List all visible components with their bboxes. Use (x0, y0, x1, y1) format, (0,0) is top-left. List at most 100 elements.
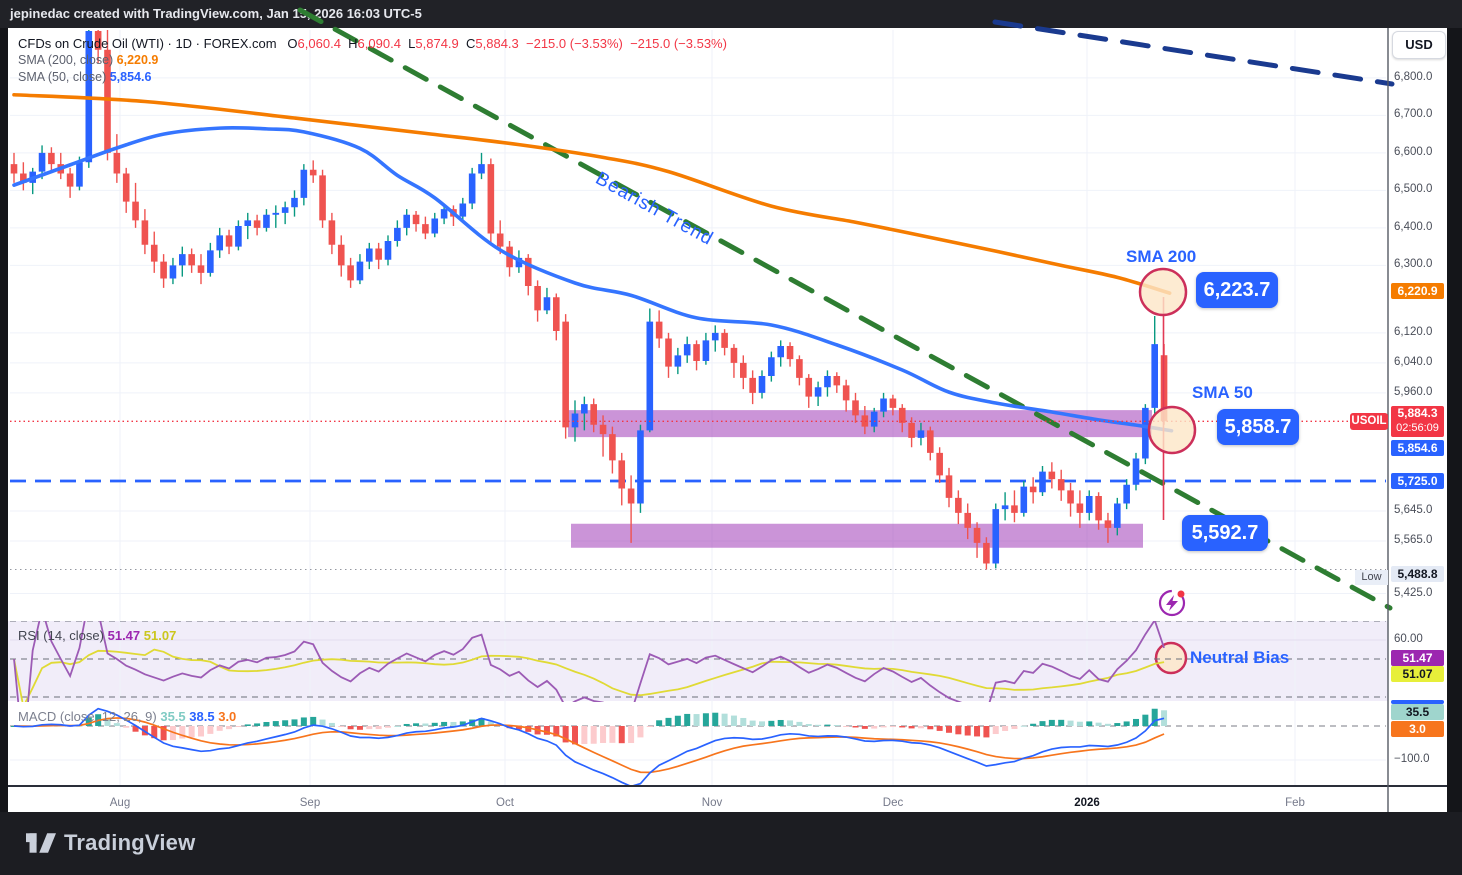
candle (94, 31, 102, 50)
sma200-touch-circle[interactable] (1138, 267, 1188, 317)
macd-histogram-bar (553, 726, 560, 737)
candle (356, 261, 364, 281)
macd-histogram-bar (768, 720, 775, 726)
upper-trendline[interactable] (992, 19, 1395, 87)
change-value: −215.0 (−3.53%) (526, 36, 623, 51)
macd-histogram-bar (572, 726, 578, 745)
candle (637, 430, 644, 504)
tradingview-logo[interactable]: TradingView (26, 830, 195, 856)
candle (244, 220, 252, 226)
macd-histogram-bar (469, 719, 476, 726)
sma50-callout-badge[interactable]: 5,858.7 (1217, 409, 1299, 445)
bearish-trendline[interactable] (297, 7, 1393, 611)
sma50-legend-label: SMA (50, close) (18, 70, 107, 84)
candle (366, 248, 373, 262)
candle (1057, 479, 1065, 491)
sma200-callout-label[interactable]: SMA 200 (1126, 247, 1197, 266)
macd-histogram-bar (1039, 721, 1046, 726)
time-tick-label: Dec (882, 797, 904, 809)
candle (122, 173, 130, 202)
rsi-circle[interactable] (1154, 641, 1188, 675)
candle (786, 346, 794, 360)
support-callout-badge[interactable]: 5,592.7 (1182, 515, 1268, 551)
candle (309, 169, 317, 176)
alert-lightning-icon[interactable] (1158, 589, 1186, 617)
close-label: C (466, 36, 476, 51)
tradingview-logo-text: TradingView (64, 830, 196, 855)
candle (665, 338, 672, 367)
macd-histogram-bar (1058, 719, 1065, 726)
candle (524, 257, 532, 286)
sma200-callout-badge[interactable]: 6,223.7 (1196, 272, 1278, 308)
macd-histogram-bar (226, 726, 233, 730)
usd-button[interactable]: USD (1392, 31, 1446, 59)
macd-histogram-bar (160, 726, 167, 741)
macd-histogram-bar (515, 726, 522, 730)
candle (1029, 486, 1037, 493)
sma200-legend-label: SMA (200, close) (18, 53, 114, 67)
macd-histogram-bar (861, 726, 868, 729)
time-tick-label: Feb (1285, 797, 1305, 809)
macd-histogram-bar (441, 721, 448, 726)
candle (1114, 503, 1121, 528)
macd-histogram-bar (684, 713, 691, 726)
candle (553, 297, 560, 331)
candle (48, 152, 55, 165)
macd-histogram-bar (974, 726, 981, 737)
macd-histogram-bar (936, 726, 943, 731)
macd-histogram-bar (637, 726, 644, 738)
macd-histogram-bar (983, 726, 990, 738)
candle (824, 376, 831, 388)
last-price-value: 5,884.3 (1397, 406, 1438, 420)
neutral-bias-label[interactable]: Neutral Bias (1190, 648, 1290, 667)
rsi-line (13, 621, 1165, 702)
candle (683, 344, 691, 356)
candle (281, 207, 289, 213)
candle (917, 430, 925, 438)
tradingview-logo-icon (26, 833, 56, 853)
price-tick-label: 6,700.0 (1394, 108, 1433, 121)
macd-histogram-bar (113, 723, 120, 726)
macd-histogram-bar (740, 717, 747, 726)
macd-histogram-bar (749, 720, 756, 726)
candle (113, 152, 121, 174)
price-tick-label: 6,120.0 (1394, 325, 1433, 338)
low-axis-badge: 5,488.8 (1391, 566, 1444, 582)
macd-histogram-bar (796, 721, 803, 726)
time-tick-label: Nov (701, 797, 723, 809)
sma50-callout-label[interactable]: SMA 50 (1192, 383, 1253, 402)
candle (160, 261, 167, 279)
candle (66, 173, 74, 187)
macd-histogram-bar (385, 726, 391, 728)
macd-histogram-bar (712, 712, 719, 726)
candle (375, 248, 382, 260)
candle (983, 542, 990, 564)
macd-histogram-bar (310, 716, 317, 726)
candle (973, 527, 981, 543)
macd-histogram-bar (927, 726, 934, 730)
macd-histogram-bar (1011, 726, 1018, 729)
macd-signal-legend-value: 3.0 (218, 709, 237, 724)
sma50-touch-circle[interactable] (1147, 405, 1197, 455)
candle (235, 226, 242, 247)
macd-histogram-bar (1161, 710, 1168, 726)
macd-histogram-bar (1095, 722, 1102, 726)
macd-histogram-bar (319, 719, 326, 726)
rsi-ma-legend-value: 51.07 (143, 628, 177, 643)
support-zone[interactable] (571, 523, 1143, 548)
footer-bar (0, 812, 1462, 875)
macd-legend-label: MACD (close, 12, 26, 9) (18, 709, 157, 724)
candle (253, 220, 261, 228)
macd-histogram-bar (422, 723, 429, 726)
macd-histogram-bar (291, 719, 298, 726)
time-tick-label: Aug (109, 797, 131, 809)
symbol-title[interactable]: CFDs on Crude Oil (WTI) · 1D · FOREX.com (18, 36, 277, 51)
low-value: 5,874.9 (415, 36, 459, 51)
candle (38, 152, 46, 172)
macd-histogram-bar (899, 726, 906, 728)
macd-histogram-bar (300, 717, 307, 726)
candle (562, 321, 569, 428)
macd-histogram-bar (1104, 723, 1111, 726)
macd-pane (10, 707, 1386, 785)
symbol-legend: CFDs on Crude Oil (WTI) · 1D · FOREX.com… (18, 36, 727, 51)
